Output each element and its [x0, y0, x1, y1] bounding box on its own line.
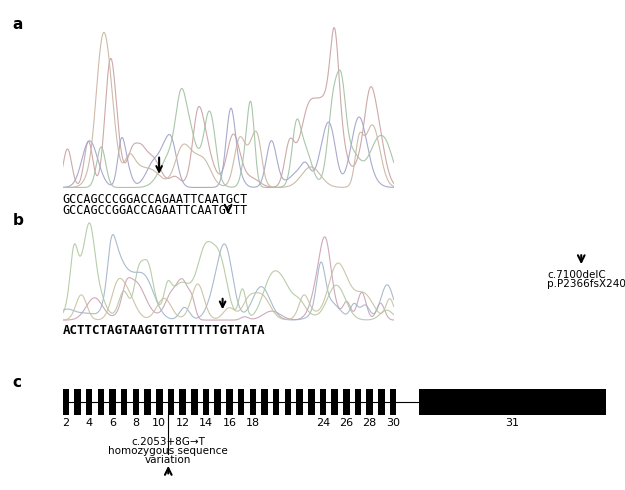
Bar — [343, 389, 349, 416]
Bar — [132, 389, 139, 416]
Bar — [284, 389, 291, 416]
Text: homozygous sequence: homozygous sequence — [108, 446, 228, 456]
Bar — [378, 389, 384, 416]
Bar — [355, 389, 361, 416]
Bar — [121, 389, 127, 416]
Bar — [62, 389, 69, 416]
Text: 24: 24 — [316, 418, 330, 428]
Bar — [308, 389, 314, 416]
Text: a: a — [12, 17, 23, 32]
Text: ACTTCTAGTAAGTGTTTTTTTGTTATA: ACTTCTAGTAAGTGTTTTTTTGTTATA — [62, 324, 265, 338]
Text: 30: 30 — [386, 418, 400, 428]
Text: 28: 28 — [362, 418, 377, 428]
Text: GCCAGCCGGACCAGAATTCAATGCTT: GCCAGCCGGACCAGAATTCAATGCTT — [62, 204, 248, 218]
Text: c.2053+8G→T: c.2053+8G→T — [131, 437, 205, 447]
Bar — [156, 389, 162, 416]
Bar — [98, 389, 104, 416]
Bar — [86, 389, 92, 416]
Text: GCCAGCCCGGACCAGAATTCAATGCT: GCCAGCCCGGACCAGAATTCAATGCT — [62, 193, 248, 206]
Text: 12: 12 — [176, 418, 190, 428]
Bar — [226, 389, 232, 416]
Text: variation: variation — [145, 455, 191, 465]
Bar — [74, 389, 81, 416]
Bar — [238, 389, 244, 416]
Bar — [390, 389, 396, 416]
Text: 8: 8 — [132, 418, 139, 428]
Bar — [168, 389, 174, 416]
Bar — [261, 389, 268, 416]
Bar — [179, 389, 186, 416]
Bar — [214, 389, 221, 416]
Text: c.7100delC: c.7100delC — [547, 270, 606, 279]
Text: 18: 18 — [246, 418, 260, 428]
Text: 10: 10 — [152, 418, 166, 428]
Text: 6: 6 — [109, 418, 116, 428]
Text: 4: 4 — [86, 418, 92, 428]
Bar — [249, 389, 256, 416]
Text: c: c — [12, 375, 21, 390]
Bar — [144, 389, 151, 416]
Text: 26: 26 — [339, 418, 353, 428]
Bar — [202, 389, 209, 416]
Bar — [191, 389, 198, 416]
Text: 14: 14 — [199, 418, 213, 428]
Text: p.P2366fsX2401: p.P2366fsX2401 — [547, 279, 625, 289]
Bar — [366, 389, 373, 416]
Bar — [419, 389, 606, 416]
Text: 31: 31 — [506, 418, 519, 428]
Bar — [109, 389, 116, 416]
Bar — [273, 389, 279, 416]
Text: 16: 16 — [222, 418, 236, 428]
Text: 2: 2 — [62, 418, 69, 428]
Bar — [320, 389, 326, 416]
Bar — [296, 389, 303, 416]
Bar — [331, 389, 338, 416]
Text: b: b — [12, 213, 23, 228]
